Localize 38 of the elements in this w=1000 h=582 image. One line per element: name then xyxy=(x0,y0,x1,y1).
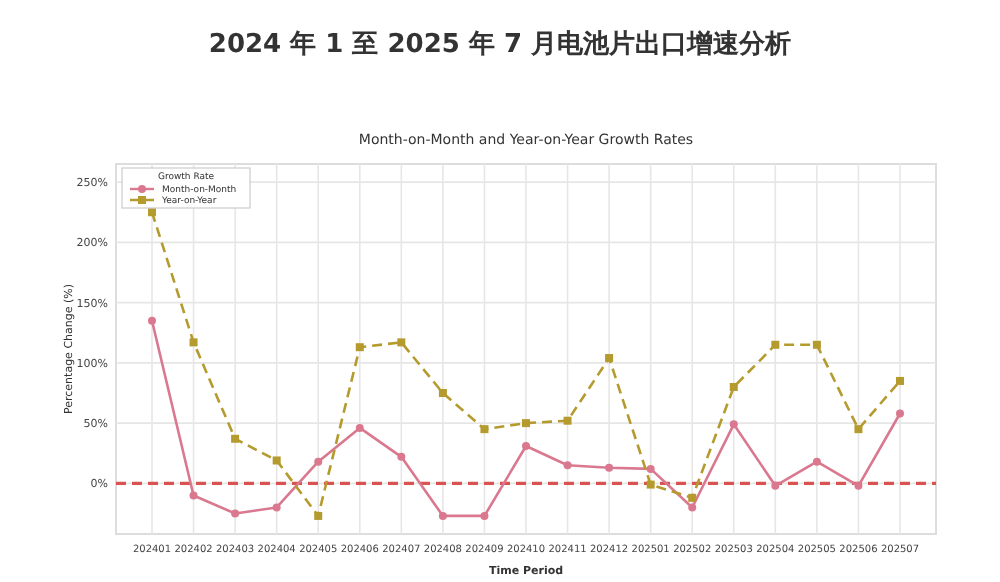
point xyxy=(231,434,240,443)
point xyxy=(812,340,821,349)
point xyxy=(480,425,489,434)
point xyxy=(688,503,697,512)
point xyxy=(397,452,406,461)
point xyxy=(189,338,198,347)
point xyxy=(438,388,447,397)
point xyxy=(272,456,281,465)
point xyxy=(688,493,697,502)
point xyxy=(397,338,406,347)
point xyxy=(355,343,364,352)
point xyxy=(272,503,281,512)
point xyxy=(896,409,904,418)
point xyxy=(231,509,240,518)
point xyxy=(148,316,156,325)
point xyxy=(522,419,530,428)
point xyxy=(646,464,655,473)
point xyxy=(480,511,489,520)
point xyxy=(854,425,863,434)
point xyxy=(563,461,572,470)
point xyxy=(522,442,530,451)
point xyxy=(812,457,821,466)
point xyxy=(729,420,738,429)
point xyxy=(189,491,198,500)
point xyxy=(355,423,364,432)
point xyxy=(896,376,904,385)
point xyxy=(605,354,614,363)
point xyxy=(438,511,447,520)
point xyxy=(605,463,614,472)
point xyxy=(771,481,780,490)
point xyxy=(563,416,572,425)
point xyxy=(771,340,780,349)
point xyxy=(646,480,655,489)
point xyxy=(314,457,323,466)
point xyxy=(729,382,738,391)
chart-title: 2024 年 1 至 2025 年 7 月电池片出口增速分析 xyxy=(208,30,792,60)
point xyxy=(314,511,323,520)
point xyxy=(854,481,863,490)
